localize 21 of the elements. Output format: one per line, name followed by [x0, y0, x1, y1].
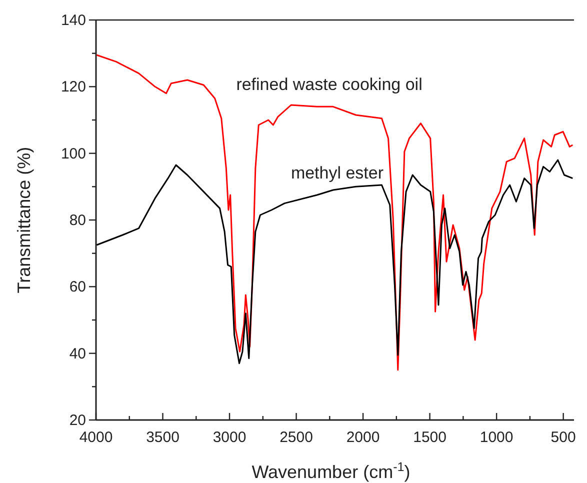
x-tick-label: 4000	[79, 429, 113, 446]
x-tick-label: 1500	[413, 429, 446, 446]
x-tick-label: 1000	[480, 429, 514, 446]
x-tick-label: 2500	[280, 429, 313, 446]
series-label: refined waste cooking oil	[236, 75, 422, 94]
x-tick-label: 3000	[212, 429, 246, 446]
line-series	[96, 159, 574, 364]
y-axis-title: Transmittance (%)	[14, 146, 34, 294]
y-tick-label: 120	[60, 78, 86, 96]
y-tick-label: 40	[69, 345, 86, 362]
x-tick-label: 2000	[346, 429, 380, 446]
y-tick-label: 80	[69, 212, 86, 229]
x-axis-title: Wavenumber (cm$^{-1}$)	[252, 460, 410, 482]
series-label: methyl ester	[290, 163, 384, 182]
y-tick-label: 100	[60, 145, 86, 162]
y-tick-label: 140	[60, 12, 86, 29]
y-tick-label: 20	[69, 412, 86, 429]
x-tick-label: 500	[550, 429, 576, 446]
x-tick-label: 3500	[146, 429, 180, 446]
line-series	[96, 54, 574, 371]
y-tick-label: 60	[69, 278, 86, 296]
